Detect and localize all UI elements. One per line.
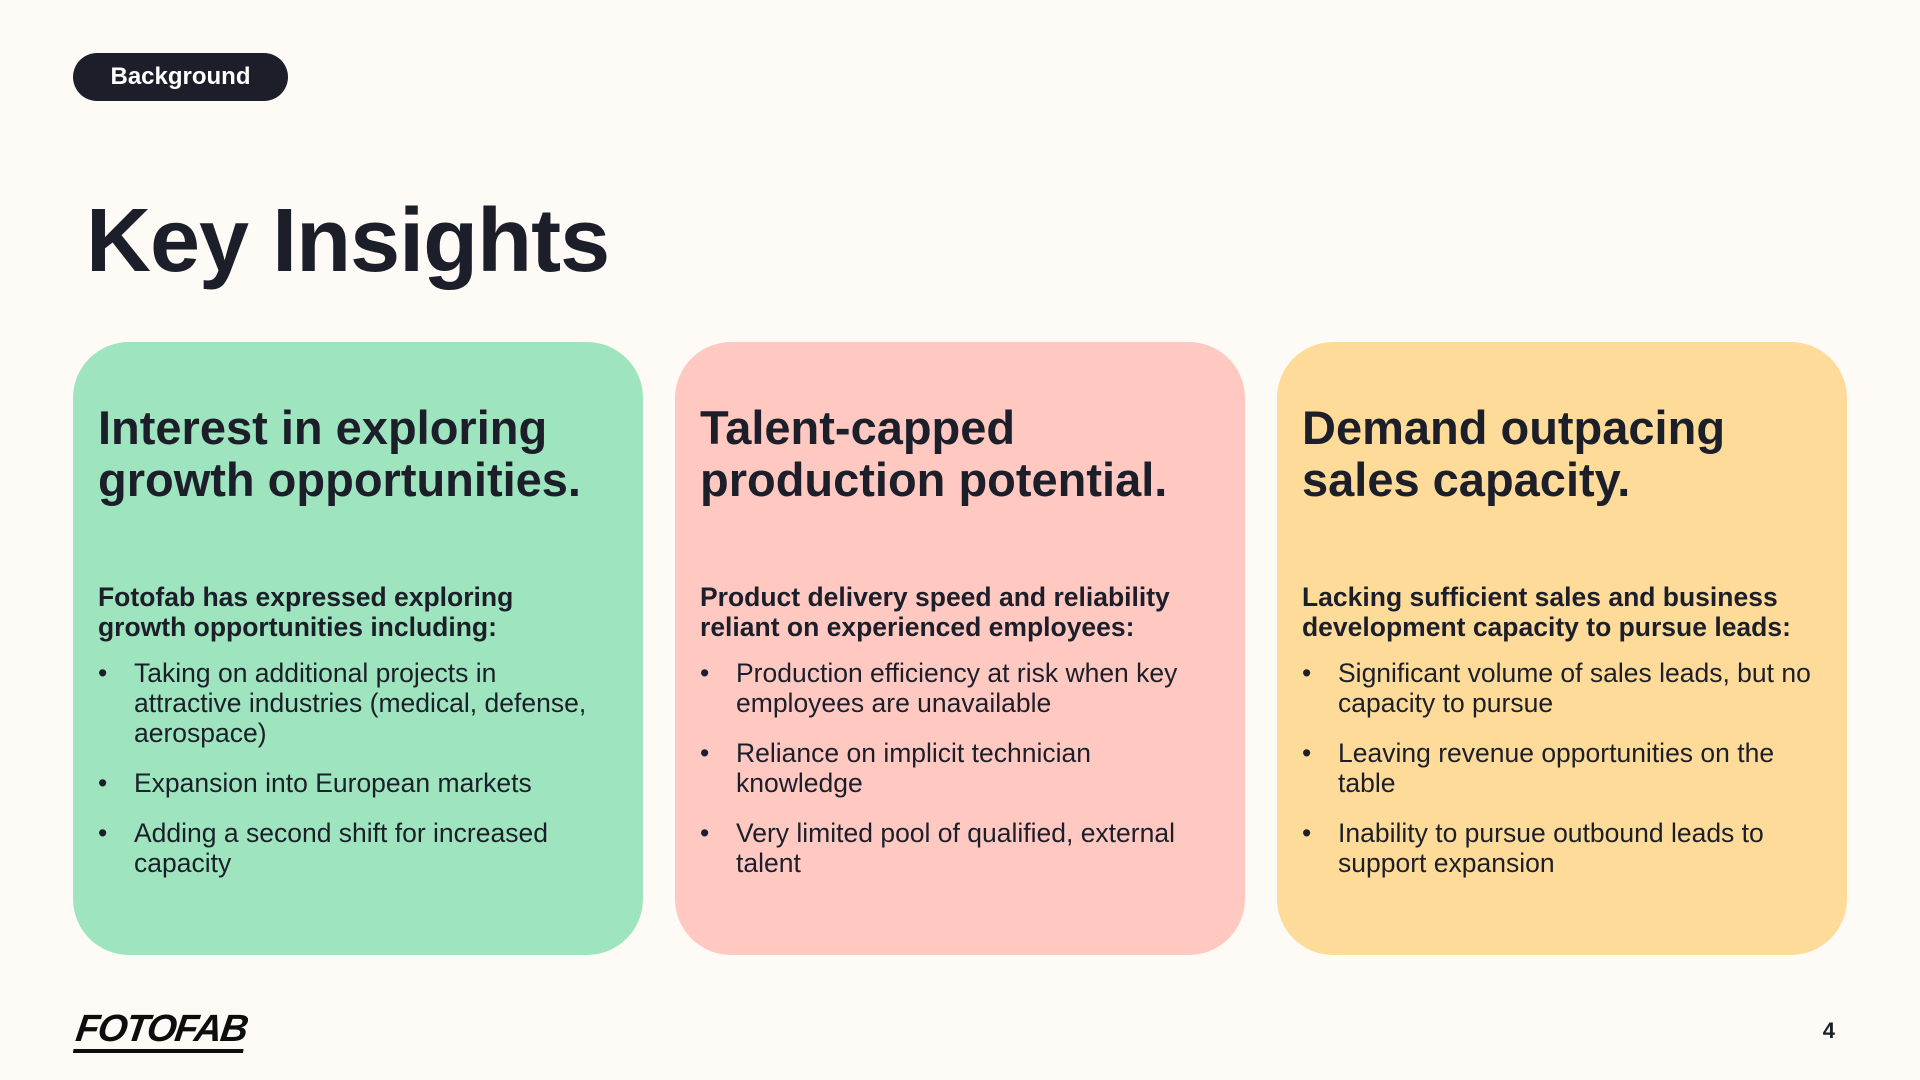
card-lead: Lacking sufficient sales and business de… — [1302, 582, 1791, 642]
bullet-item: Inability to pursue outbound leads to su… — [1302, 818, 1811, 878]
page-title: Key Insights — [86, 191, 610, 291]
card-heading: Talent-capped production potential. — [700, 401, 1168, 506]
card-lead: Fotofab has expressed exploring growth o… — [98, 582, 514, 642]
bullet-list: Production efficiency at risk when key e… — [700, 658, 1209, 878]
page-number: 4 — [1822, 1018, 1835, 1043]
bullet-item: Expansion into European markets — [98, 768, 607, 798]
card-heading: Interest in exploring growth opportuniti… — [98, 401, 581, 506]
fotofab-logo: FOTOFAB — [72, 1008, 250, 1053]
bullet-list: Taking on additional projects in attract… — [98, 658, 607, 878]
card-heading: Demand outpacing sales capacity. — [1302, 401, 1726, 506]
insight-card-growth: Interest in exploring growth opportuniti… — [73, 342, 643, 955]
section-badge: Background — [73, 53, 288, 101]
bullet-item: Very limited pool of qualified, external… — [700, 818, 1209, 878]
bullet-item: Leaving revenue opportunities on the tab… — [1302, 738, 1811, 798]
insight-card-demand: Demand outpacing sales capacity. Lacking… — [1277, 342, 1847, 955]
bullet-item: Production efficiency at risk when key e… — [700, 658, 1209, 718]
bullet-item: Taking on additional projects in attract… — [98, 658, 607, 748]
card-lead: Product delivery speed and reliability r… — [700, 582, 1170, 642]
bullet-item: Significant volume of sales leads, but n… — [1302, 658, 1811, 718]
insight-card-talent: Talent-capped production potential. Prod… — [675, 342, 1245, 955]
bullet-item: Adding a second shift for increased capa… — [98, 818, 607, 878]
bullet-item: Reliance on implicit technician knowledg… — [700, 738, 1209, 798]
bullet-list: Significant volume of sales leads, but n… — [1302, 658, 1811, 878]
